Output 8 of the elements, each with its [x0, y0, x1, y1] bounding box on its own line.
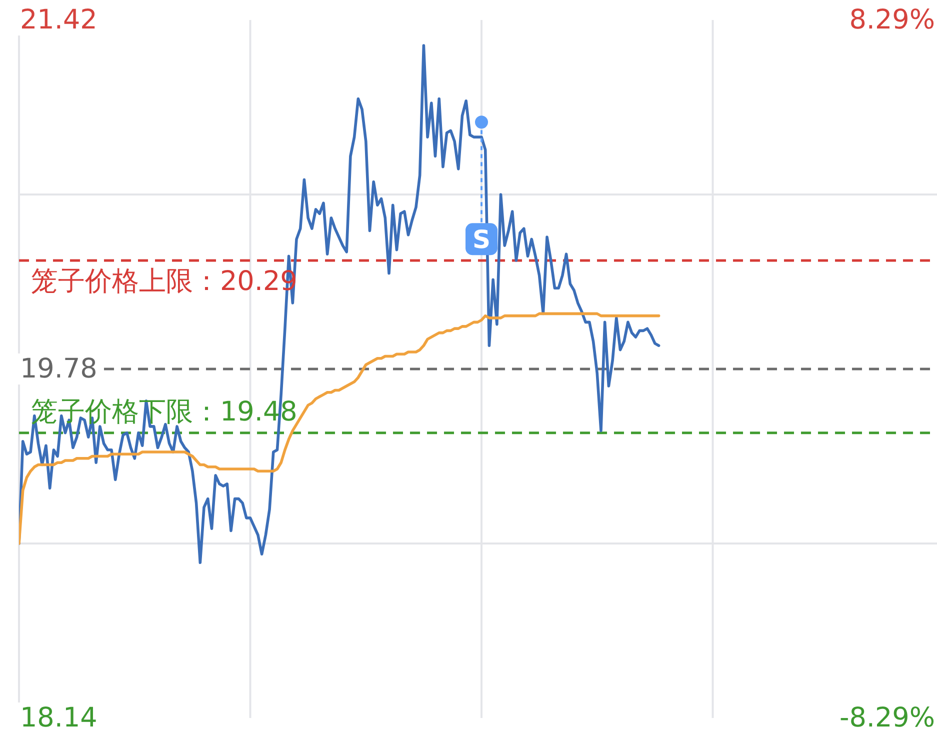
y-tick-label: 18.14 — [20, 702, 98, 734]
y2-tick-label: -8.29% — [839, 702, 935, 734]
line-series — [19, 44, 660, 564]
y2-tick-label: 8.29% — [849, 4, 935, 36]
y-tick-label: 21.42 — [20, 4, 98, 36]
annotation: S — [472, 225, 491, 254]
y-tick-label: 19.78 — [20, 354, 98, 384]
line-series — [19, 312, 660, 545]
